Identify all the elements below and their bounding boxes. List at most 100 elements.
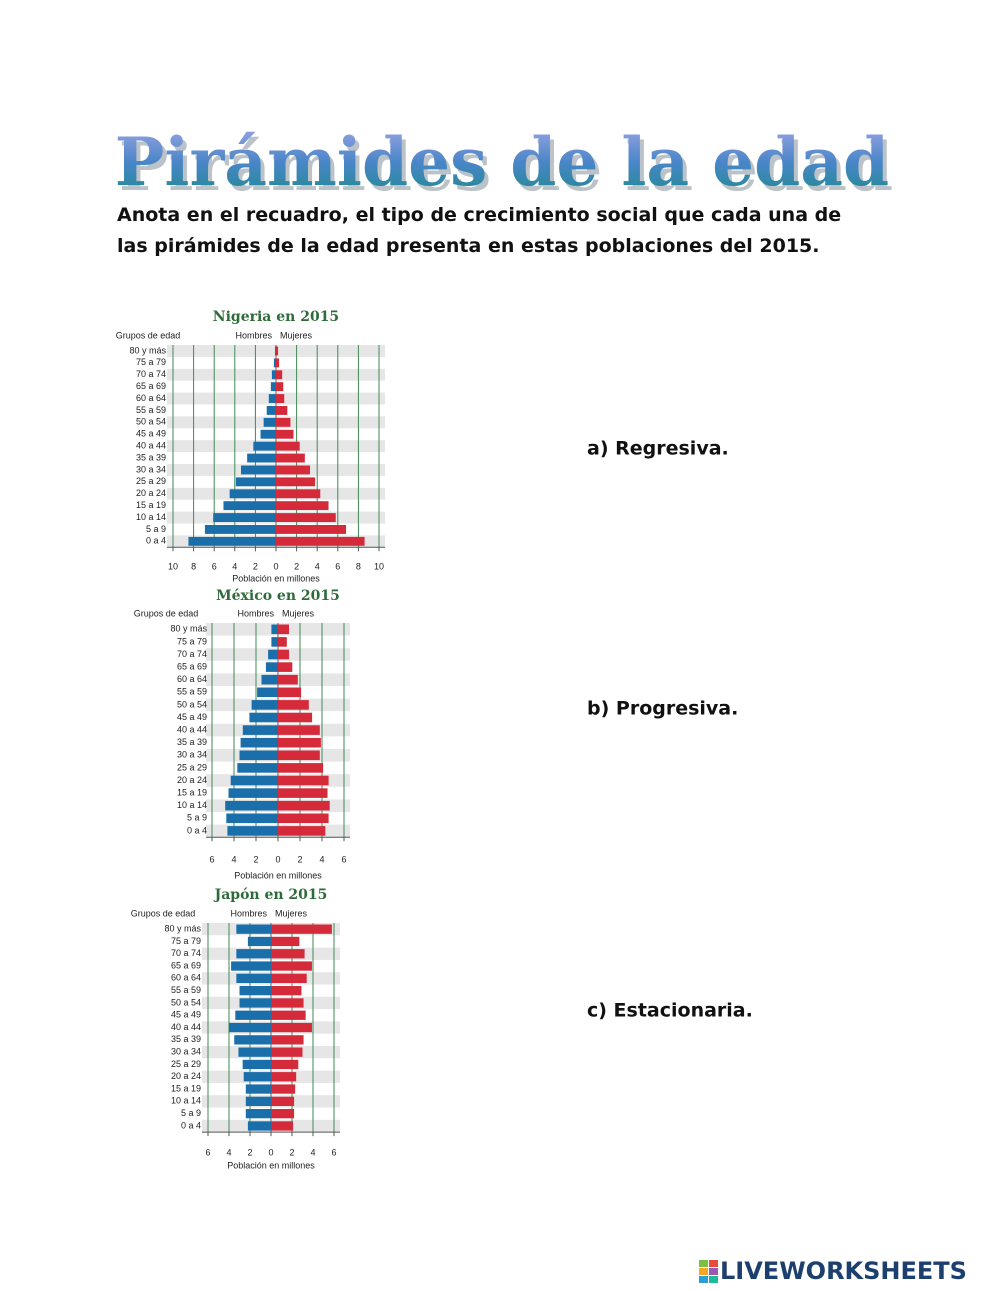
legend-label: Mujeres: [282, 608, 315, 618]
x-tick-label: 4: [310, 1147, 315, 1157]
bar-female: [278, 788, 328, 798]
category-label: 45 a 49: [171, 1010, 201, 1020]
category-label: 40 a 44: [177, 724, 207, 734]
group-label: Grupos de edad: [131, 908, 196, 918]
category-label: 25 a 29: [136, 476, 166, 486]
bar-female: [278, 725, 320, 735]
category-label: 15 a 19: [177, 787, 207, 797]
chart-title: Nigeria en 2015: [213, 309, 339, 325]
bar-male: [234, 1035, 271, 1045]
bar-female: [271, 1022, 312, 1033]
category-label: 40 a 44: [171, 1022, 201, 1032]
bar-male: [245, 1109, 271, 1119]
bar-female: [278, 624, 289, 635]
bar-female: [276, 477, 316, 487]
bar-female: [276, 417, 291, 427]
bar-male: [231, 961, 271, 971]
x-tick-label: 0: [275, 854, 280, 864]
x-tick-label: 0: [273, 561, 278, 571]
bar-female: [271, 1109, 295, 1119]
bar-male: [236, 949, 271, 959]
bar-female: [271, 949, 305, 959]
bar-female: [276, 489, 321, 499]
chart-title: Japón en 2015: [213, 887, 328, 903]
category-label: 10 a 14: [136, 512, 166, 522]
bar-male: [265, 662, 278, 672]
bar-female: [276, 501, 329, 511]
bar-male: [188, 536, 276, 546]
x-tick-label: 2: [297, 854, 302, 864]
x-tick-label: 8: [191, 561, 196, 571]
category-label: 25 a 29: [171, 1059, 201, 1069]
x-tick-label: 2: [289, 1147, 294, 1157]
bar-male: [274, 346, 276, 356]
category-label: 35 a 39: [136, 452, 166, 462]
bar-male: [273, 358, 276, 368]
bar-male: [257, 687, 278, 698]
bar-female: [276, 394, 285, 403]
category-label: 80 y más: [170, 624, 207, 634]
bar-female: [278, 750, 320, 761]
category-label: 55 a 59: [171, 985, 201, 995]
bar-male: [249, 712, 278, 723]
bar-male: [271, 370, 276, 380]
category-label: 0 a 4: [187, 825, 207, 835]
bar-male: [253, 441, 276, 451]
bar-female: [271, 1047, 303, 1057]
bar-female: [271, 924, 332, 934]
bar-male: [240, 737, 278, 748]
page-title: Pirámides de la edad: [115, 123, 889, 201]
bar-male: [263, 417, 276, 427]
bar-female: [276, 453, 305, 463]
group-label: Grupos de edad: [134, 608, 199, 618]
bar-female: [271, 1010, 306, 1020]
bar-male: [245, 1084, 271, 1094]
legend-label: Hombres: [237, 608, 274, 618]
bar-male: [266, 406, 276, 415]
category-label: 60 a 64: [177, 674, 207, 684]
category-label: 65 a 69: [171, 960, 201, 970]
bar-female: [271, 998, 304, 1008]
category-label: 80 y más: [164, 924, 201, 934]
bar-female: [271, 1121, 294, 1131]
bar-male: [242, 725, 278, 735]
bar-male: [227, 826, 278, 836]
bar-female: [278, 662, 293, 672]
bar-female: [278, 649, 289, 660]
category-label: 70 a 74: [136, 369, 166, 379]
bar-female: [278, 674, 298, 685]
legend-label: Hombres: [230, 908, 267, 918]
bar-male: [229, 489, 276, 499]
group-label: Grupos de edad: [116, 330, 181, 340]
bar-female: [276, 441, 300, 451]
bar-female: [271, 961, 312, 971]
bar-male: [235, 1010, 271, 1020]
x-tick-label: 4: [231, 854, 236, 864]
bar-female: [276, 358, 280, 368]
bar-female: [276, 406, 288, 415]
bar-male: [247, 453, 276, 463]
title-shadow: Pirámides de la edad: [119, 128, 893, 206]
bar-male: [238, 1047, 271, 1057]
answer: a) Regresiva.: [587, 438, 729, 460]
bar-female: [278, 800, 330, 811]
x-axis-label: Población en millones: [232, 573, 320, 583]
category-label: 30 a 34: [171, 1047, 201, 1057]
x-tick-label: 6: [341, 854, 346, 864]
category-label: 75 a 79: [177, 636, 207, 646]
category-label: 0 a 4: [146, 536, 166, 546]
x-tick-label: 6: [331, 1147, 336, 1157]
bar-female: [271, 1072, 297, 1082]
x-tick-label: 0: [268, 1147, 273, 1157]
bar-male: [247, 936, 271, 947]
chart-title: México en 2015: [216, 588, 340, 604]
brand: LIVEWORKSHEETS: [720, 1257, 967, 1285]
bar-male: [268, 649, 278, 660]
x-tick-label: 2: [253, 854, 258, 864]
category-label: 70 a 74: [171, 948, 201, 958]
bar-male: [268, 394, 276, 403]
category-label: 60 a 64: [136, 393, 166, 403]
bar-male: [223, 501, 276, 511]
